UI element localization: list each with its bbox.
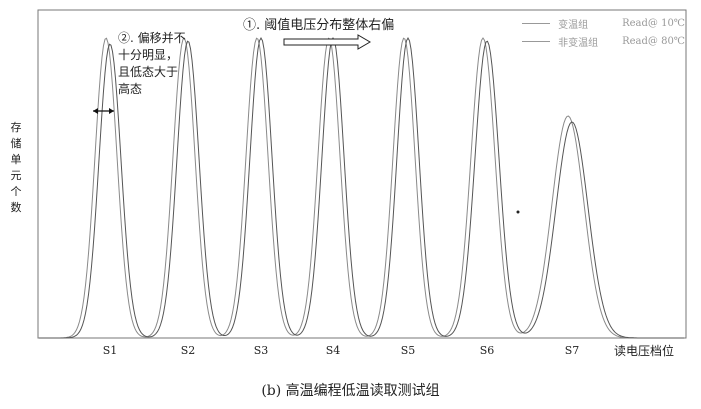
x-tick-label: S3 bbox=[254, 344, 269, 357]
legend-item-80c: 非变温组 Read@ 80℃ bbox=[522, 32, 685, 50]
annotation-shift-low: ②. 偏移并不十分明显，且低态大于高态 bbox=[118, 31, 186, 96]
legend-item-10c: 变温组 Read@ 10℃ bbox=[522, 14, 685, 32]
x-tick-label: S4 bbox=[326, 344, 341, 357]
figure-caption: (b) 高温编程低温读取测试组 bbox=[261, 383, 440, 399]
legend-line-icon bbox=[522, 22, 551, 24]
offset-arrow-right-icon bbox=[109, 108, 114, 114]
offset-arrow-left-icon bbox=[93, 108, 98, 114]
legend: 变温组 Read@ 10℃ 非变温组 Read@ 80℃ bbox=[522, 14, 685, 50]
annotation-shift-all: ①. 阈值电压分布整体右偏 bbox=[243, 18, 395, 33]
x-tick-label: S2 bbox=[181, 344, 196, 357]
x-tick-label: S1 bbox=[103, 344, 118, 357]
legend-line-icon bbox=[522, 40, 551, 42]
legend-series-condition: Read@ 80℃ bbox=[622, 35, 685, 47]
legend-series-condition: Read@ 10℃ bbox=[622, 17, 685, 29]
y-axis-label: 存储单元个数 bbox=[10, 121, 22, 214]
x-axis-label: 读电压档位 bbox=[614, 344, 675, 358]
legend-series-name: 变温组 bbox=[558, 19, 589, 31]
x-tick-label: S6 bbox=[480, 344, 495, 357]
plot-frame bbox=[37, 9, 687, 339]
right-shift-arrow-icon bbox=[283, 34, 371, 50]
legend-series-name: 非变温组 bbox=[558, 37, 599, 49]
x-tick-label: S5 bbox=[401, 344, 416, 357]
stray-dot bbox=[516, 210, 520, 214]
x-tick-label: S7 bbox=[565, 344, 580, 357]
series-line-2 bbox=[39, 36, 684, 339]
